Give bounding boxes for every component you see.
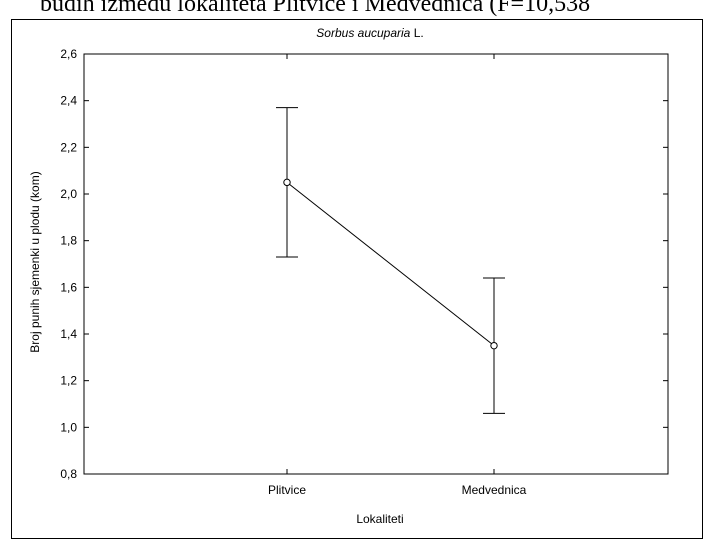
y-tick-label: 1,0 bbox=[60, 420, 77, 434]
data-point bbox=[490, 341, 498, 350]
chart-title-italic: Sorbus aucuparia bbox=[316, 26, 410, 40]
chart-title: Sorbus aucuparia L. bbox=[316, 26, 423, 40]
y-tick-label: 2,4 bbox=[60, 94, 77, 108]
y-axis: 0,8 1,0 1,2 1,4 1,6 1,8 2,0 2,2 2,4 2,6 bbox=[60, 47, 668, 481]
chart-frame bbox=[11, 19, 703, 539]
y-tick-label: 1,6 bbox=[60, 280, 77, 294]
y-tick-label: 1,2 bbox=[60, 374, 77, 388]
x-tick-label: Plitvice bbox=[268, 483, 306, 497]
y-axis-label: Broj punih sjemenki u plodu (kom) bbox=[28, 171, 42, 352]
y-tick-label: 2,0 bbox=[60, 187, 77, 201]
chart-title-suffix: L. bbox=[410, 26, 423, 40]
y-tick-label: 1,8 bbox=[60, 234, 77, 248]
document-caption: budih između lokaliteta Plitvice i Medve… bbox=[40, 0, 591, 17]
series-layer bbox=[276, 107, 505, 414]
y-tick-label: 0,8 bbox=[60, 467, 77, 481]
data-point bbox=[283, 178, 291, 187]
x-tick-label: Medvednica bbox=[462, 483, 527, 497]
x-axis: Plitvice Medvednica bbox=[268, 54, 527, 497]
x-axis-label: Lokaliteti bbox=[356, 512, 403, 526]
y-tick-label: 2,2 bbox=[60, 140, 77, 154]
plot-area bbox=[83, 53, 669, 475]
series-line bbox=[286, 181, 495, 347]
y-tick-label: 2,6 bbox=[60, 47, 77, 61]
y-tick-label: 1,4 bbox=[60, 327, 77, 341]
